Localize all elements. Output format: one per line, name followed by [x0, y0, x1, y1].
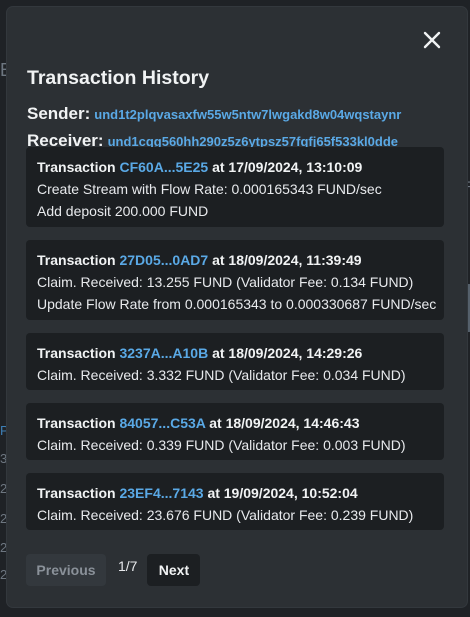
transaction-prefix: Transaction — [37, 345, 116, 361]
background-fragment: 2 — [0, 481, 8, 496]
background-scrollbar — [464, 284, 470, 332]
transaction-timestamp: at 19/09/2024, 10:52:04 — [207, 485, 358, 501]
background-fragment: 2 — [0, 540, 8, 555]
receiver-row: Receiver: und1cqg560hh290z5z6ytpsz57fqfj6… — [27, 131, 398, 151]
sender-address-link[interactable]: und1t2plqvasaxfw55w5ntw7lwgakd8w04wqstay… — [94, 107, 402, 122]
transaction-card: Transaction 84057...C53A at 18/09/2024, … — [26, 403, 444, 460]
sender-row: Sender: und1t2plqvasaxfw55w5ntw7lwgakd8w0… — [27, 104, 401, 124]
transaction-timestamp: at 18/09/2024, 14:29:26 — [212, 345, 363, 361]
receiver-label: Receiver: — [27, 131, 104, 150]
close-icon — [423, 31, 441, 49]
transaction-card: Transaction 3237A...A10B at 18/09/2024, … — [26, 333, 444, 390]
background-fragment: 3 — [0, 451, 8, 466]
transaction-detail: Claim. Received: 23.676 FUND (Validator … — [37, 507, 414, 523]
transaction-header: Transaction 3237A...A10B at 18/09/2024, … — [37, 342, 434, 364]
transaction-detail: Add deposit 200.000 FUND — [37, 203, 209, 219]
transaction-history-modal: Transaction History Sender: und1t2plqvasa… — [7, 7, 467, 607]
transaction-timestamp: at 17/09/2024, 13:10:09 — [212, 159, 363, 175]
next-button[interactable]: Next — [147, 554, 201, 586]
sender-label: Sender: — [27, 104, 91, 123]
transaction-prefix: Transaction — [37, 485, 116, 501]
page-indicator: 1/7 — [118, 558, 138, 574]
transaction-hash-link[interactable]: 84057...C53A — [119, 415, 206, 431]
receiver-address-link[interactable]: und1cqg560hh290z5z6ytpsz57fqfj65f533kl0d… — [107, 134, 399, 149]
transaction-hash-link[interactable]: 3237A...A10B — [119, 345, 209, 361]
previous-button[interactable]: Previous — [26, 554, 106, 586]
transaction-prefix: Transaction — [37, 415, 116, 431]
transaction-header: Transaction 23EF4...7143 at 19/09/2024, … — [37, 482, 434, 504]
transaction-detail: Update Flow Rate from 0.000165343 to 0.0… — [37, 296, 437, 312]
transaction-header: Transaction CF60A...5E25 at 17/09/2024, … — [37, 156, 434, 178]
transaction-hash-link[interactable]: CF60A...5E25 — [119, 159, 209, 175]
transaction-detail: Create Stream with Flow Rate: 0.00016534… — [37, 181, 382, 197]
transaction-prefix: Transaction — [37, 159, 116, 175]
transaction-prefix: Transaction — [37, 252, 116, 268]
transaction-card: Transaction 23EF4...7143 at 19/09/2024, … — [26, 473, 444, 530]
transaction-timestamp: at 18/09/2024, 14:46:43 — [209, 415, 360, 431]
transaction-detail: Claim. Received: 0.339 FUND (Validator F… — [37, 437, 406, 453]
transaction-detail: Claim. Received: 3.332 FUND (Validator F… — [37, 367, 406, 383]
pagination: Previous 1/7 Next — [26, 554, 201, 586]
transaction-detail: Claim. Received: 13.255 FUND (Validator … — [37, 274, 414, 290]
modal-title: Transaction History — [27, 67, 210, 89]
transaction-card: Transaction 27D05...0AD7 at 18/09/2024, … — [26, 240, 444, 320]
background-fragment: 2 — [0, 511, 8, 526]
transaction-header: Transaction 84057...C53A at 18/09/2024, … — [37, 412, 434, 434]
close-button[interactable] — [421, 29, 443, 51]
transaction-hash-link[interactable]: 27D05...0AD7 — [119, 252, 209, 268]
background-fragment: 2 — [0, 567, 8, 582]
transaction-card: Transaction CF60A...5E25 at 17/09/2024, … — [26, 147, 444, 227]
transaction-hash-link[interactable]: 23EF4...7143 — [119, 485, 204, 501]
background-fragment: P — [0, 423, 9, 438]
transaction-header: Transaction 27D05...0AD7 at 18/09/2024, … — [37, 249, 434, 271]
transaction-timestamp: at 18/09/2024, 11:39:49 — [212, 252, 362, 268]
